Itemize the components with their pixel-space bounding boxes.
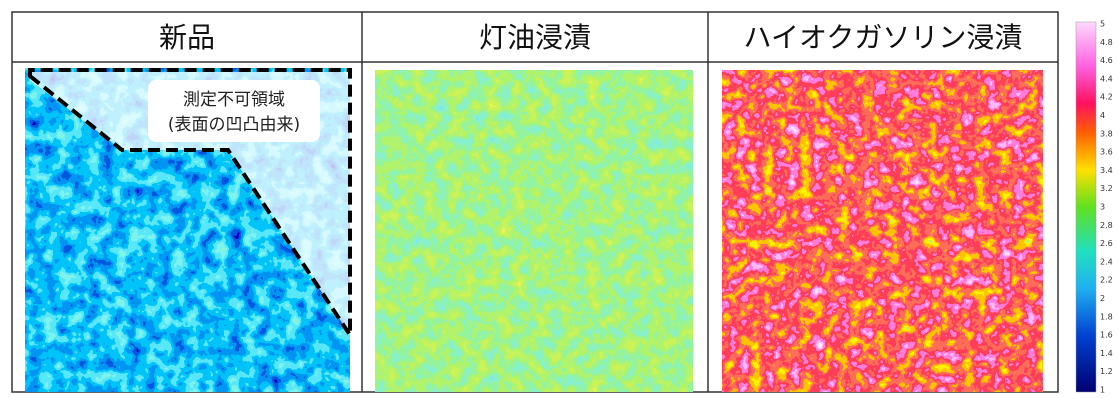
scale-label: 2.6	[1100, 239, 1113, 248]
heatmap-kerosene	[375, 70, 693, 392]
scale-label: 3.8	[1100, 129, 1113, 138]
column-header: 新品	[159, 21, 215, 54]
scale-label: 4.8	[1100, 38, 1113, 47]
column-header: ハイオクガソリン浸漬	[744, 21, 1023, 54]
scale-label: 1	[1100, 386, 1105, 395]
scale-label: 2.2	[1100, 276, 1113, 285]
dashed-outline	[28, 68, 352, 342]
scale-label: 3.4	[1100, 166, 1113, 175]
scale-label: 2.8	[1100, 221, 1113, 230]
heatmap-gasoline	[722, 70, 1043, 392]
scale-label: 3	[1100, 203, 1105, 212]
scale-label: 3.2	[1100, 184, 1113, 193]
annotation-box	[148, 80, 320, 142]
scale-label: 5	[1100, 20, 1105, 29]
scale-label: 1.2	[1100, 367, 1113, 376]
color-bar	[1075, 21, 1097, 393]
annotation-text: 測定不可領域	[183, 90, 285, 110]
annotation-text: (表面の凹凸由来)	[168, 115, 300, 135]
scale-label: 4.4	[1100, 74, 1113, 83]
scale-label: 4.2	[1100, 93, 1113, 102]
scale-label: 3.6	[1100, 148, 1113, 157]
color-scale-ticks: 5 4.8 4.6 4.4 4.2 4 3.8 3.6 3.4 3.2 3 2.8 2.6 2.4 2.2 2…	[1100, 20, 1113, 395]
scale-label: 4.6	[1100, 56, 1113, 65]
scale-label: 2.4	[1100, 257, 1113, 266]
scale-label: 1.6	[1100, 331, 1113, 340]
scale-label: 1.4	[1100, 349, 1113, 358]
column-header: 灯油浸漬	[479, 21, 591, 54]
scale-label: 2	[1100, 294, 1105, 303]
scale-label: 1.8	[1100, 312, 1113, 321]
scale-label: 4	[1100, 111, 1105, 120]
